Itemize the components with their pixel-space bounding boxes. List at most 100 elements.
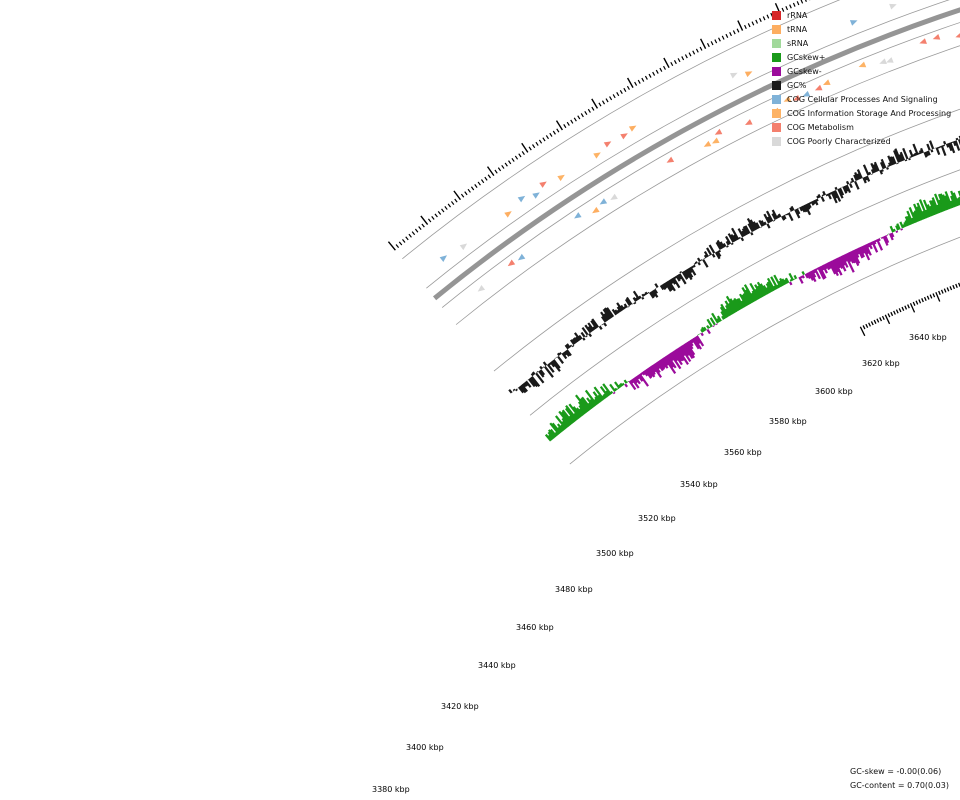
- gcskew-plus-bar: [950, 200, 955, 208]
- gc-bar: [943, 140, 947, 145]
- inner-tick: [887, 313, 891, 318]
- gcskew-minus-bar: [798, 276, 804, 284]
- gcskew-plus-bar: [931, 197, 940, 214]
- outer-tick: [744, 24, 747, 30]
- gcskew-minus-bar: [809, 270, 817, 283]
- gcskew-plus-bar: [899, 221, 904, 229]
- gcskew-plus-bar: [938, 199, 945, 212]
- inner-tick: [932, 293, 936, 298]
- gc-bar: [825, 193, 829, 197]
- outer-tick: [464, 191, 468, 196]
- gc-bar: [573, 337, 579, 343]
- gcskew-minus-bar: [667, 353, 674, 362]
- outer-tick: [411, 231, 416, 236]
- outer-tick: [637, 79, 641, 84]
- gcskew-plus-bar: [788, 272, 795, 281]
- outer-tick: [751, 21, 755, 26]
- gcskew-minus-bar: [831, 259, 840, 273]
- gcskew-minus-bar: [812, 269, 817, 274]
- gcskew-minus-bar: [688, 340, 694, 347]
- gene-feature: [730, 72, 738, 79]
- gcskew-minus-bar: [888, 233, 894, 241]
- gc-bar: [659, 284, 665, 291]
- outer-tick: [398, 241, 403, 246]
- gc-bar: [850, 177, 855, 183]
- gene-feature: [599, 198, 608, 205]
- gcskew-plus-bar: [701, 326, 706, 332]
- gc-bar: [700, 259, 703, 262]
- outer-tick: [570, 119, 574, 124]
- gene-feature: [703, 140, 712, 147]
- gc-bar: [614, 309, 619, 315]
- gcskew-plus-bar: [952, 192, 960, 206]
- gc-bar: [949, 142, 956, 154]
- gc-bar: [741, 228, 748, 236]
- gc-bar: [694, 261, 698, 264]
- legend-label-cog-poorly: COG Poorly Characterized: [787, 136, 891, 146]
- gc-bar: [738, 236, 741, 240]
- gcskew-plus-bar: [921, 210, 927, 219]
- gene-feature: [744, 71, 753, 78]
- gcskew-minus-bar: [663, 356, 677, 374]
- gc-bar: [649, 291, 655, 299]
- gc-bar: [706, 247, 713, 256]
- gcskew-minus-bar: [828, 261, 837, 275]
- track-ring: [455, 45, 960, 325]
- outer-tick: [800, 0, 804, 4]
- outer-tick: [706, 42, 710, 48]
- gcskew-minus-bar: [860, 246, 866, 254]
- gcskew-minus-bar: [848, 251, 857, 264]
- gcskew-plus-bar: [889, 225, 895, 233]
- gc-bar: [730, 242, 734, 246]
- outer-tick: [659, 67, 663, 72]
- gcskew-plus-bar: [557, 426, 563, 433]
- outer-tick: [467, 188, 471, 193]
- legend-item-cog-cellular: COG Cellular Processes And Signaling: [772, 92, 951, 106]
- gcskew-minus-bar: [836, 257, 844, 269]
- gcskew-minus-bar: [624, 383, 628, 388]
- genome-backbone: [432, 7, 960, 301]
- gc-bar: [755, 222, 761, 229]
- gc-bar: [914, 152, 918, 156]
- gcskew-minus-bar: [895, 230, 899, 233]
- legend-item-cog-metabolism: COG Metabolism: [772, 120, 951, 134]
- gc-bar: [512, 388, 516, 392]
- gc-bar: [538, 370, 545, 378]
- gc-bar: [908, 157, 911, 161]
- gene-feature: [879, 58, 887, 64]
- gcskew-minus-bar: [628, 380, 637, 391]
- gc-bar: [833, 189, 842, 202]
- gc-bar: [727, 233, 735, 243]
- legend-label-gcskew-plus: GCskew+: [787, 52, 826, 62]
- gene-feature: [517, 253, 526, 261]
- gc-bar: [945, 143, 950, 148]
- gcskew-minus-bar: [834, 258, 841, 269]
- gcskew-minus-bar: [685, 341, 696, 356]
- outer-tick: [766, 14, 770, 19]
- inner-tick: [879, 317, 883, 322]
- inner-tick: [940, 289, 944, 294]
- gc-bar: [854, 171, 860, 181]
- gcskew-plus-bar: [587, 402, 594, 409]
- gc-bar: [530, 376, 541, 387]
- gc-bar: [571, 338, 577, 345]
- gc-bar: [928, 140, 935, 150]
- inner-tick: [884, 314, 891, 325]
- gcskew-minus-bar: [807, 271, 814, 281]
- gcskew-plus-bar: [575, 394, 590, 413]
- gene-feature: [628, 125, 637, 132]
- gc-bar: [880, 169, 884, 172]
- outer-tick: [591, 106, 595, 111]
- gc-bar: [681, 271, 689, 280]
- track-ring: [441, 22, 960, 308]
- gcskew-plus-bar: [709, 317, 716, 326]
- track-rings: [402, 0, 960, 465]
- gcskew-plus-bar: [744, 289, 754, 303]
- gc-bar: [542, 361, 548, 367]
- gcskew-plus-bar: [547, 431, 555, 440]
- axis-label: 3380 kbp: [372, 785, 410, 794]
- outer-tick: [549, 132, 553, 137]
- gc-bar: [546, 363, 555, 373]
- outer-tick: [737, 20, 744, 31]
